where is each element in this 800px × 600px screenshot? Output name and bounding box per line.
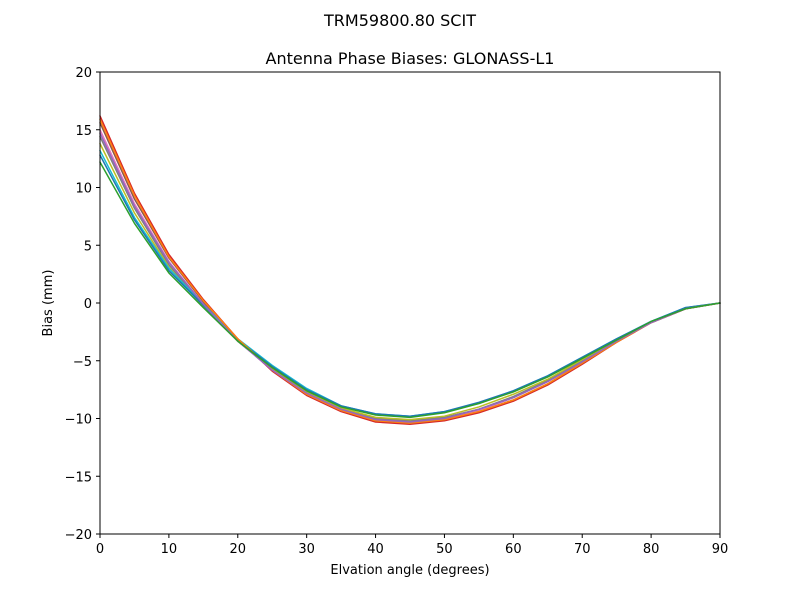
series-line-2 (99, 122, 721, 424)
series-line-1 (99, 115, 721, 426)
x-tick-label: 30 (298, 542, 315, 557)
y-tick-label: 20 (75, 66, 92, 81)
x-tick-label: 40 (367, 542, 384, 557)
y-tick-label: 5 (84, 239, 92, 254)
x-axis-label: Elvation angle (degrees) (330, 563, 489, 578)
series-line-3 (99, 129, 721, 423)
x-tick-label: 90 (712, 542, 729, 557)
chart-title: Antenna Phase Biases: GLONASS-L1 (266, 49, 555, 68)
series-line-9 (99, 132, 721, 423)
x-tick-label: 10 (161, 542, 178, 557)
y-axis: −20 −15 −10 −5 0 5 10 15 20 (65, 66, 100, 543)
series-line-6 (99, 149, 721, 417)
x-axis: 0 10 20 30 40 50 60 70 80 90 (96, 534, 728, 557)
x-tick-label: 60 (505, 542, 522, 557)
y-axis-label: Bias (mm) (41, 270, 56, 337)
y-tick-label: 15 (75, 124, 92, 139)
series-line-8 (99, 118, 721, 424)
x-tick-label: 20 (230, 542, 247, 557)
x-tick-label: 0 (96, 542, 104, 557)
y-tick-label: −10 (65, 413, 92, 428)
y-tick-label: −20 (65, 528, 92, 543)
figure-suptitle: TRM59800.80 SCIT (323, 11, 476, 30)
series-line-10 (99, 161, 721, 419)
y-tick-label: 0 (84, 297, 92, 312)
y-tick-label: −5 (73, 355, 92, 370)
x-tick-label: 50 (436, 542, 453, 557)
series-line-7 (99, 154, 721, 417)
y-tick-label: 10 (75, 182, 92, 197)
plot-frame (99, 71, 721, 535)
x-tick-label: 70 (574, 542, 591, 557)
y-tick-label: −15 (65, 470, 92, 485)
series-line-5 (99, 142, 721, 421)
series-line-4 (99, 135, 721, 422)
x-tick-label: 80 (643, 542, 660, 557)
series-layer (99, 115, 721, 426)
